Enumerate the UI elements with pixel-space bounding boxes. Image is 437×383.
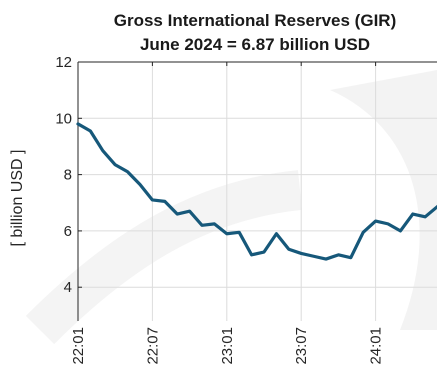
- series-line: [76, 122, 437, 261]
- x-tick-label: 23:07: [293, 327, 310, 365]
- y-tick-label: 6: [64, 223, 72, 240]
- x-tick-labels: 22:01 22:07 23:01 23:07 24:01: [70, 327, 385, 365]
- x-tick-label: 23:01: [219, 327, 236, 365]
- y-tick-label: 10: [55, 110, 72, 127]
- chart-axes: [77, 61, 437, 321]
- y-axis-label: [ billion USD ]: [9, 150, 26, 247]
- chart-subtitle: June 2024 = 6.87 billion USD: [140, 35, 370, 54]
- y-tick-label: 8: [64, 167, 72, 184]
- x-tick-label: 24:01: [368, 327, 385, 365]
- series-group: [76, 122, 437, 261]
- y-tick-label: 12: [55, 54, 72, 71]
- x-tick-label: 22:01: [70, 327, 87, 365]
- watermark-swoosh: [330, 70, 437, 330]
- y-tick-labels: 4 6 8 10 12: [55, 54, 72, 296]
- x-tick-label: 22:07: [144, 327, 161, 365]
- chart-title: Gross International Reserves (GIR): [114, 11, 396, 30]
- y-tick-label: 4: [64, 279, 72, 296]
- watermark-arc: [25, 170, 303, 345]
